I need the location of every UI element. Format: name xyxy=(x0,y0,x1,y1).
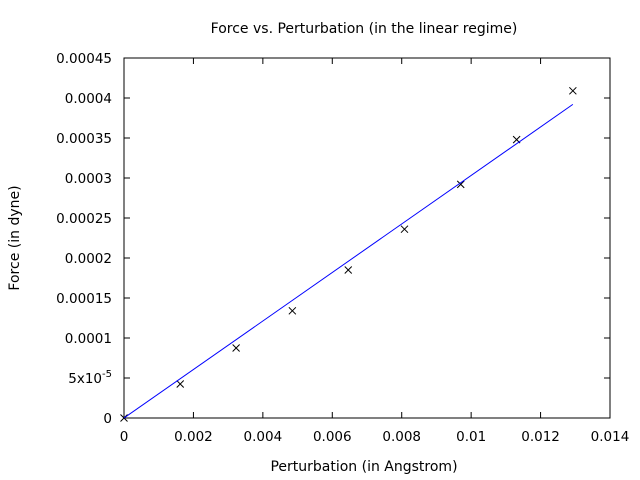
x-axis-label: Perturbation (in Angstrom) xyxy=(270,459,457,475)
plot-area: 0 0.002 0.004 0.006 0.008 0.01 0.012 0.014 0 5x10… xyxy=(56,51,629,445)
marker-stroke xyxy=(512,135,521,144)
x-tick-label: 0.014 xyxy=(591,429,630,445)
data-point xyxy=(400,225,409,234)
y-tick-label: 0.0001 xyxy=(65,331,112,347)
marker-stroke xyxy=(456,180,465,189)
x-tick-label: 0.01 xyxy=(456,429,486,445)
x-tick-label: 0.004 xyxy=(244,429,283,445)
fit-line xyxy=(123,103,574,419)
y-tick-label: 0.00045 xyxy=(56,51,112,67)
data-point xyxy=(176,380,185,388)
y-tick-label: 0.0004 xyxy=(65,91,112,107)
marker-stroke xyxy=(344,266,353,274)
y-tick-label: 5x10-5 xyxy=(68,369,112,387)
x-tick-label: 0.012 xyxy=(521,429,560,445)
chart-title: Force vs. Perturbation (in the linear re… xyxy=(211,21,518,37)
data-point xyxy=(232,344,240,352)
y-tick-label: 0 xyxy=(103,411,112,427)
y-tick-label: 0.0002 xyxy=(65,251,112,267)
marker-stroke xyxy=(232,344,240,352)
data-point xyxy=(456,180,465,189)
data-point xyxy=(288,306,297,315)
x-tick-label: 0.002 xyxy=(174,429,213,445)
y-tick-label: 0.00015 xyxy=(56,291,112,307)
x-tick-label: 0.006 xyxy=(313,429,352,445)
marker-stroke xyxy=(288,306,297,315)
y-tick-label: 0.00025 xyxy=(56,211,112,227)
data-point xyxy=(569,86,577,95)
y-axis-label: Force (in dyne) xyxy=(7,185,23,290)
marker-stroke xyxy=(400,225,409,234)
x-tick-label: 0.008 xyxy=(382,429,421,445)
plot-frame xyxy=(123,57,611,419)
x-tick-label: 0 xyxy=(120,429,129,445)
marker-stroke xyxy=(176,380,185,388)
data-point xyxy=(344,266,353,274)
y-tick-label: 0.0003 xyxy=(65,171,112,187)
marker-stroke xyxy=(569,86,577,95)
y-tick-label: 0.00035 xyxy=(56,131,112,147)
